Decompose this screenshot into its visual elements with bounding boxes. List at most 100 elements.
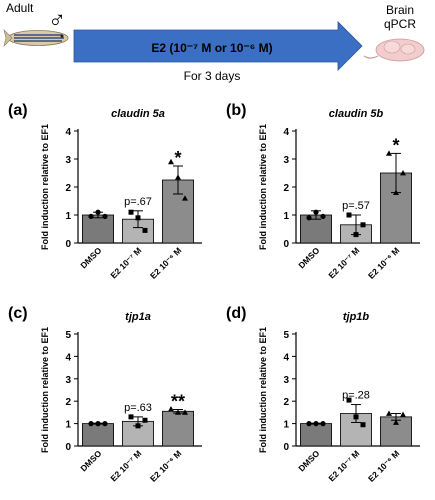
y-tick-label: 3 bbox=[283, 375, 289, 386]
x-tick-label: E2 10⁻⁶ M bbox=[366, 245, 401, 280]
data-point bbox=[353, 414, 359, 420]
data-point bbox=[142, 227, 148, 233]
x-tick-label: DMSO bbox=[78, 245, 103, 270]
data-point bbox=[400, 170, 406, 176]
experiment-schematic: Adult ♂ E2 (10⁻⁷ M or 10⁻⁶ M) For 3 days… bbox=[3, 1, 425, 83]
data-point bbox=[182, 195, 188, 201]
y-tick-label: 2 bbox=[283, 183, 289, 194]
y-axis-label: Fold induction relative to EF1 bbox=[258, 327, 268, 453]
chart-title: tjp1a bbox=[125, 311, 151, 323]
data-point bbox=[168, 158, 174, 165]
y-tick-label: 1 bbox=[283, 211, 289, 222]
data-point bbox=[320, 421, 326, 427]
y-tick-label: 4 bbox=[65, 127, 71, 138]
y-tick-label: 3 bbox=[283, 155, 289, 166]
data-point bbox=[313, 209, 319, 215]
p-value-annotation: p=.28 bbox=[342, 390, 370, 402]
adult-label: Adult bbox=[6, 1, 34, 15]
y-tick-label: 5 bbox=[65, 330, 71, 341]
p-value-annotation: p=.63 bbox=[124, 402, 152, 414]
y-tick-label: 0 bbox=[283, 239, 289, 250]
data-point bbox=[102, 213, 108, 219]
treatment-label: E2 (10⁻⁷ M or 10⁻⁶ M) bbox=[151, 41, 272, 55]
brain-icon bbox=[363, 38, 425, 62]
x-tick-label: E2 10⁻⁷ M bbox=[108, 245, 143, 280]
y-tick-label: 2 bbox=[65, 397, 71, 408]
x-tick-label: E2 10⁻⁷ M bbox=[326, 448, 361, 483]
y-tick-label: 1 bbox=[65, 420, 71, 431]
data-point bbox=[95, 209, 101, 215]
data-point bbox=[88, 213, 94, 219]
data-point bbox=[360, 422, 366, 428]
y-tick-label: 3 bbox=[65, 375, 71, 386]
y-axis-label: Fold induction relative to EF1 bbox=[40, 124, 50, 250]
significance-annotation: * bbox=[392, 135, 399, 155]
x-tick-label: E2 10⁻⁶ M bbox=[148, 245, 183, 280]
data-point bbox=[128, 209, 134, 215]
data-point bbox=[175, 174, 181, 180]
x-tick-label: E2 10⁻⁶ M bbox=[366, 448, 401, 483]
chart-title: tjp1b bbox=[343, 311, 370, 323]
data-point bbox=[95, 421, 101, 427]
data-point bbox=[306, 215, 312, 221]
significance-annotation: * bbox=[174, 148, 181, 168]
panel-label: (c) bbox=[8, 305, 28, 322]
x-tick-label: E2 10⁻⁶ M bbox=[148, 448, 183, 483]
data-point bbox=[135, 215, 141, 221]
y-tick-label: 2 bbox=[283, 397, 289, 408]
p-value-annotation: p=.67 bbox=[124, 196, 152, 208]
data-point bbox=[135, 423, 141, 429]
x-tick-label: DMSO bbox=[296, 245, 321, 270]
data-point bbox=[128, 414, 134, 420]
bar bbox=[82, 423, 115, 447]
data-point bbox=[386, 410, 392, 416]
chart-panel-d: (d) tjp1b Fold induction relative to EF1 0 1… bbox=[226, 305, 420, 484]
data-point bbox=[400, 411, 406, 418]
chart-panel-a: (a) claudin 5a Fold induction relative to … bbox=[8, 102, 202, 281]
bar bbox=[300, 423, 333, 447]
data-point bbox=[346, 397, 352, 403]
data-point bbox=[320, 213, 326, 219]
y-tick-label: 2 bbox=[65, 183, 71, 194]
data-point bbox=[88, 421, 94, 427]
y-tick-label: 0 bbox=[65, 442, 71, 453]
y-tick-label: 4 bbox=[283, 127, 289, 138]
outcome-label-qpcr: qPCR bbox=[384, 17, 416, 31]
y-tick-label: 0 bbox=[283, 442, 289, 453]
data-point bbox=[306, 421, 312, 427]
data-point bbox=[168, 406, 174, 412]
panel-label: (b) bbox=[226, 102, 246, 119]
data-point bbox=[102, 421, 108, 427]
data-point bbox=[313, 421, 319, 427]
x-tick-label: DMSO bbox=[78, 448, 103, 473]
bar bbox=[82, 214, 115, 244]
panel-label: (a) bbox=[8, 102, 28, 119]
outcome-label-brain: Brain bbox=[386, 3, 414, 17]
data-point bbox=[353, 232, 359, 238]
panel-label: (d) bbox=[226, 305, 246, 322]
x-tick-label: DMSO bbox=[296, 448, 321, 473]
data-point bbox=[386, 150, 392, 156]
significance-annotation: ** bbox=[171, 391, 185, 411]
y-axis-label: Fold induction relative to EF1 bbox=[40, 327, 50, 453]
y-tick-label: 4 bbox=[283, 352, 289, 363]
treatment-arrow bbox=[73, 21, 363, 71]
y-tick-label: 4 bbox=[65, 352, 71, 363]
x-tick-label: E2 10⁻⁷ M bbox=[108, 448, 143, 483]
y-tick-label: 1 bbox=[283, 420, 289, 431]
x-tick-label: E2 10⁻⁷ M bbox=[326, 245, 361, 280]
data-point bbox=[360, 222, 366, 228]
zebrafish-icon bbox=[3, 29, 69, 47]
y-tick-label: 1 bbox=[65, 211, 71, 222]
y-tick-label: 0 bbox=[65, 239, 71, 250]
y-tick-label: 5 bbox=[283, 330, 289, 341]
chart-title: claudin 5a bbox=[111, 108, 165, 120]
chart-panel-b: (b) claudin 5b Fold induction relative to … bbox=[226, 102, 420, 281]
data-point bbox=[393, 189, 399, 195]
bar bbox=[161, 410, 194, 447]
data-point bbox=[182, 409, 188, 415]
data-point bbox=[175, 409, 181, 415]
chart-title: claudin 5b bbox=[329, 108, 384, 120]
data-point bbox=[346, 212, 352, 218]
data-point bbox=[393, 419, 399, 425]
